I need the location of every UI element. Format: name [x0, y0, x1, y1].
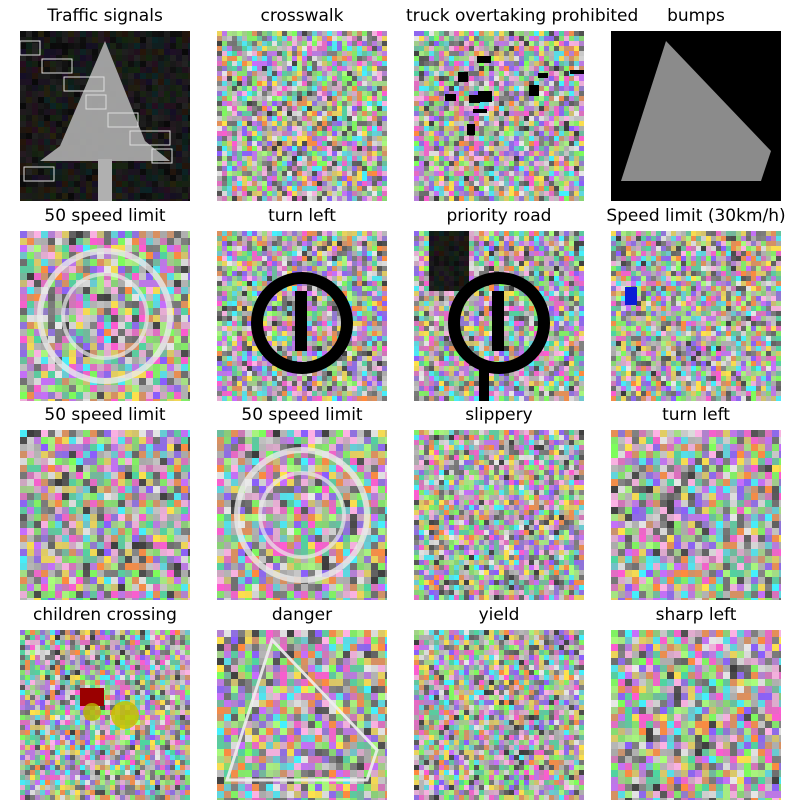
tile-title: truck overtaking prohibited — [406, 6, 639, 26]
tile-title: slippery — [465, 405, 533, 425]
noise-image — [611, 231, 781, 401]
tile-title: children crossing — [33, 605, 177, 625]
noise-image — [414, 231, 584, 401]
noise-image — [217, 430, 387, 600]
adversarial-image — [414, 31, 584, 201]
adversarial-image — [20, 31, 190, 201]
noise-image — [217, 231, 387, 401]
noise-image — [611, 31, 781, 201]
adversarial-image — [611, 231, 781, 401]
noise-image — [20, 231, 190, 401]
adversarial-image — [414, 430, 584, 600]
adversarial-image — [217, 31, 387, 201]
tile-title: Traffic signals — [47, 6, 163, 26]
tile-title: 50 speed limit — [44, 405, 166, 425]
tile-title: 50 speed limit — [241, 405, 363, 425]
adversarial-image — [217, 430, 387, 600]
noise-image — [414, 31, 584, 201]
adversarial-image — [217, 231, 387, 401]
noise-image — [414, 430, 584, 600]
tile-title: sharp left — [655, 605, 737, 625]
adversarial-image — [414, 231, 584, 401]
noise-image — [20, 430, 190, 600]
noise-image — [414, 630, 584, 800]
adversarial-image — [217, 630, 387, 800]
adversarial-image — [20, 630, 190, 800]
adversarial-image — [414, 630, 584, 800]
noise-image — [20, 31, 190, 201]
noise-image — [611, 630, 781, 800]
tile-title: turn left — [662, 405, 730, 425]
tile-title: 50 speed limit — [44, 206, 166, 226]
tile-title: turn left — [268, 206, 336, 226]
noise-image — [217, 31, 387, 201]
adversarial-image — [611, 430, 781, 600]
noise-image — [20, 630, 190, 800]
tile-title: priority road — [446, 206, 552, 226]
adversarial-image — [20, 231, 190, 401]
noise-image — [217, 630, 387, 800]
tile-title: bumps — [667, 6, 725, 26]
adversarial-image — [611, 630, 781, 800]
adversarial-image — [611, 31, 781, 201]
noise-image — [611, 430, 781, 600]
tile-title: Speed limit (30km/h) — [606, 206, 786, 226]
tile-title: crosswalk — [260, 6, 344, 26]
tile-title: yield — [478, 605, 520, 625]
tile-title: danger — [271, 605, 333, 625]
adversarial-image — [20, 430, 190, 600]
